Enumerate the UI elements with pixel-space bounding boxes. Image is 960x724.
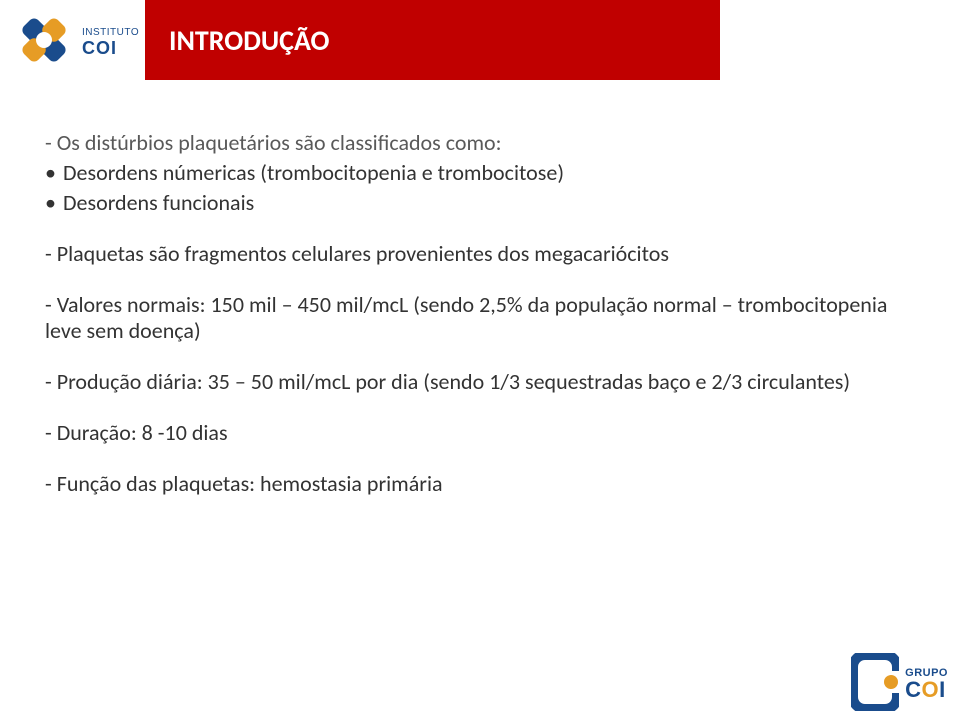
- knot-icon: [14, 10, 74, 75]
- logo-line2: COI: [82, 38, 139, 59]
- slide-title: INTRODUÇÃO: [169, 23, 329, 58]
- paragraph: - Duração: 8 -10 dias: [45, 420, 915, 446]
- logo-text: INSTITUTO COI: [82, 27, 139, 59]
- paragraph: - Plaquetas são fragmentos celulares pro…: [45, 241, 915, 267]
- list-item: Desordens númericas (trombocitopenia e t…: [45, 160, 915, 186]
- paragraph-lead: - Os distúrbios plaquetários são classif…: [45, 130, 915, 156]
- title-bar: INTRODUÇÃO: [145, 0, 720, 80]
- c-icon: [851, 653, 899, 716]
- paragraph: - Função das plaquetas: hemostasia primá…: [45, 471, 915, 497]
- logo-instituto-coi: INSTITUTO COI: [14, 10, 139, 75]
- logo-line1: INSTITUTO: [82, 27, 139, 38]
- paragraph: - Valores normais: 150 mil – 450 mil/mcL…: [45, 292, 915, 344]
- bullet-list: Desordens númericas (trombocitopenia e t…: [45, 160, 915, 216]
- logo-br-line2: COI: [905, 679, 946, 701]
- slide: INSTITUTO COI INTRODUÇÃO - Os distúrbios…: [0, 0, 960, 724]
- list-item: Desordens funcionais: [45, 190, 915, 216]
- paragraph: - Produção diária: 35 – 50 mil/mcL por d…: [45, 369, 915, 395]
- logo-br-o: O: [922, 677, 940, 702]
- logo-br-c: C: [905, 677, 921, 702]
- logo-br-text: GRUPO COI: [905, 668, 948, 701]
- logo-br-i: I: [939, 677, 946, 702]
- slide-content: - Os distúrbios plaquetários são classif…: [45, 130, 915, 522]
- logo-grupo-coi: GRUPO COI: [851, 653, 948, 716]
